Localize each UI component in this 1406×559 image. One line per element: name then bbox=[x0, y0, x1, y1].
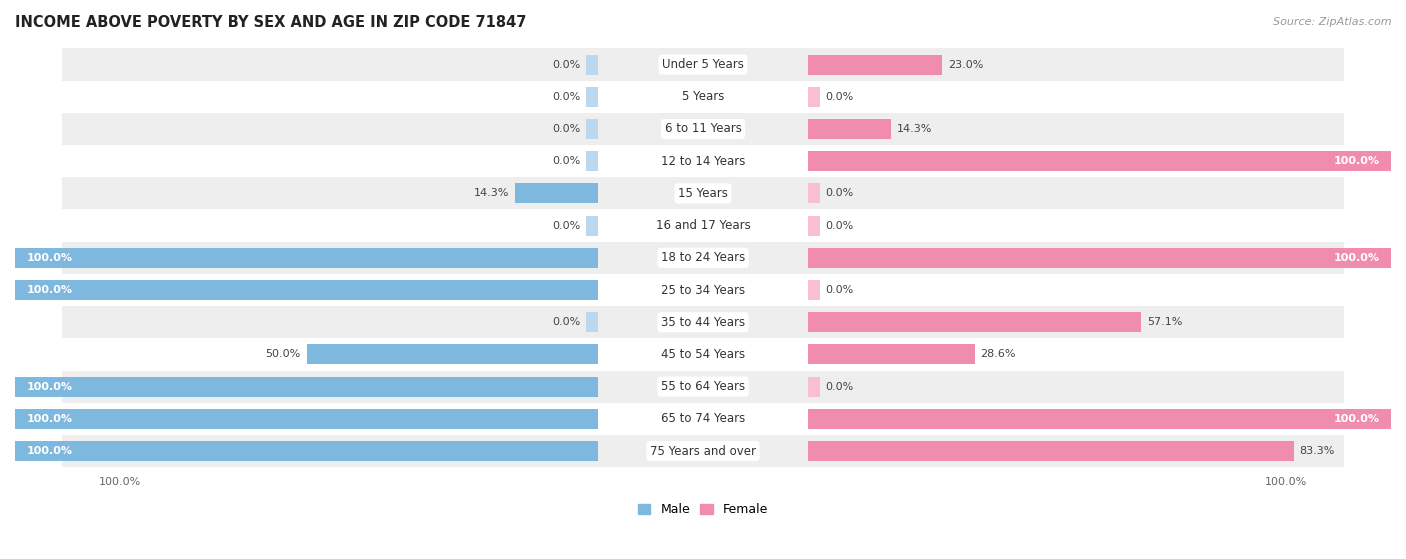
Bar bbox=[62, 145, 1344, 177]
Text: 0.0%: 0.0% bbox=[553, 156, 581, 166]
Text: 100.0%: 100.0% bbox=[1333, 253, 1379, 263]
Bar bbox=[808, 119, 891, 139]
Bar bbox=[515, 183, 598, 203]
Bar bbox=[808, 377, 820, 396]
Bar bbox=[586, 151, 598, 171]
Text: 14.3%: 14.3% bbox=[474, 188, 509, 198]
Text: 5 Years: 5 Years bbox=[682, 91, 724, 103]
Bar bbox=[307, 344, 598, 364]
Bar bbox=[62, 338, 1344, 371]
Text: 35 to 44 Years: 35 to 44 Years bbox=[661, 316, 745, 329]
Bar bbox=[62, 49, 1344, 80]
Text: 0.0%: 0.0% bbox=[825, 221, 853, 231]
Bar bbox=[586, 87, 598, 107]
Bar bbox=[62, 306, 1344, 338]
Text: 15 Years: 15 Years bbox=[678, 187, 728, 200]
Text: 100.0%: 100.0% bbox=[27, 414, 73, 424]
Text: 45 to 54 Years: 45 to 54 Years bbox=[661, 348, 745, 361]
Bar bbox=[586, 55, 598, 74]
Bar bbox=[62, 371, 1344, 402]
Bar bbox=[62, 241, 1344, 274]
Bar bbox=[808, 248, 1391, 268]
Text: Source: ZipAtlas.com: Source: ZipAtlas.com bbox=[1274, 17, 1392, 27]
Text: 12 to 14 Years: 12 to 14 Years bbox=[661, 155, 745, 168]
Text: 55 to 64 Years: 55 to 64 Years bbox=[661, 380, 745, 393]
Text: INCOME ABOVE POVERTY BY SEX AND AGE IN ZIP CODE 71847: INCOME ABOVE POVERTY BY SEX AND AGE IN Z… bbox=[15, 15, 526, 30]
Text: 6 to 11 Years: 6 to 11 Years bbox=[665, 122, 741, 135]
Text: 0.0%: 0.0% bbox=[553, 60, 581, 70]
Bar bbox=[62, 177, 1344, 210]
Text: 100.0%: 100.0% bbox=[27, 382, 73, 392]
Text: 0.0%: 0.0% bbox=[825, 382, 853, 392]
Bar bbox=[62, 113, 1344, 145]
Bar bbox=[15, 377, 598, 396]
Bar bbox=[808, 312, 1140, 332]
Bar bbox=[62, 210, 1344, 241]
Text: 0.0%: 0.0% bbox=[553, 317, 581, 327]
Bar bbox=[808, 151, 1391, 171]
Bar bbox=[586, 312, 598, 332]
Bar bbox=[586, 119, 598, 139]
Bar bbox=[62, 402, 1344, 435]
Text: 23.0%: 23.0% bbox=[948, 60, 983, 70]
Bar bbox=[808, 344, 974, 364]
Text: 57.1%: 57.1% bbox=[1147, 317, 1182, 327]
Bar bbox=[15, 248, 598, 268]
Text: 50.0%: 50.0% bbox=[266, 349, 301, 359]
Bar bbox=[808, 409, 1391, 429]
Text: 0.0%: 0.0% bbox=[825, 92, 853, 102]
Text: 0.0%: 0.0% bbox=[825, 285, 853, 295]
Bar bbox=[15, 409, 598, 429]
Legend: Male, Female: Male, Female bbox=[633, 499, 773, 522]
Text: 65 to 74 Years: 65 to 74 Years bbox=[661, 413, 745, 425]
Bar bbox=[586, 216, 598, 235]
Text: 100.0%: 100.0% bbox=[27, 446, 73, 456]
Text: 100.0%: 100.0% bbox=[1333, 414, 1379, 424]
Text: 100.0%: 100.0% bbox=[27, 285, 73, 295]
Text: 14.3%: 14.3% bbox=[897, 124, 932, 134]
Text: 16 and 17 Years: 16 and 17 Years bbox=[655, 219, 751, 232]
Text: 0.0%: 0.0% bbox=[825, 188, 853, 198]
Bar bbox=[62, 80, 1344, 113]
Bar bbox=[808, 280, 820, 300]
Bar bbox=[15, 441, 598, 461]
Bar bbox=[62, 435, 1344, 467]
Text: 25 to 34 Years: 25 to 34 Years bbox=[661, 283, 745, 296]
Bar bbox=[808, 183, 820, 203]
Bar bbox=[808, 55, 942, 74]
Bar bbox=[15, 280, 598, 300]
Text: 100.0%: 100.0% bbox=[27, 253, 73, 263]
Text: 83.3%: 83.3% bbox=[1299, 446, 1334, 456]
Text: 0.0%: 0.0% bbox=[553, 124, 581, 134]
Bar bbox=[808, 441, 1294, 461]
Bar bbox=[808, 87, 820, 107]
Text: 75 Years and over: 75 Years and over bbox=[650, 444, 756, 457]
Bar bbox=[808, 216, 820, 235]
Text: 0.0%: 0.0% bbox=[553, 221, 581, 231]
Text: 28.6%: 28.6% bbox=[980, 349, 1017, 359]
Text: Under 5 Years: Under 5 Years bbox=[662, 58, 744, 71]
Text: 100.0%: 100.0% bbox=[1333, 156, 1379, 166]
Bar bbox=[62, 274, 1344, 306]
Text: 18 to 24 Years: 18 to 24 Years bbox=[661, 252, 745, 264]
Text: 0.0%: 0.0% bbox=[553, 92, 581, 102]
